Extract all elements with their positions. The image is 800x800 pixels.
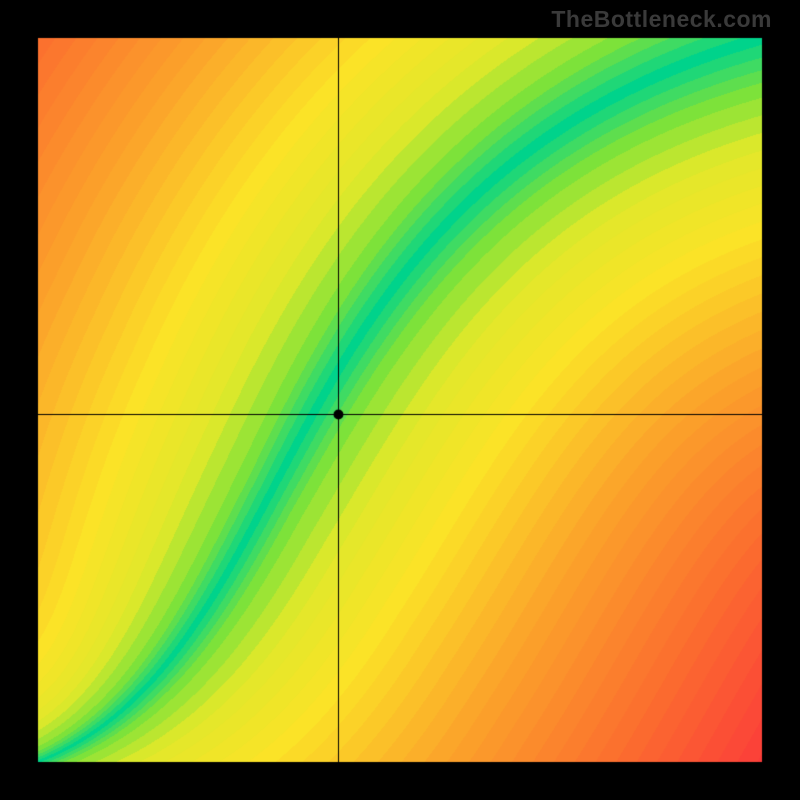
bottleneck-heatmap bbox=[0, 0, 800, 800]
chart-container: TheBottleneck.com bbox=[0, 0, 800, 800]
watermark-text: TheBottleneck.com bbox=[551, 6, 772, 33]
